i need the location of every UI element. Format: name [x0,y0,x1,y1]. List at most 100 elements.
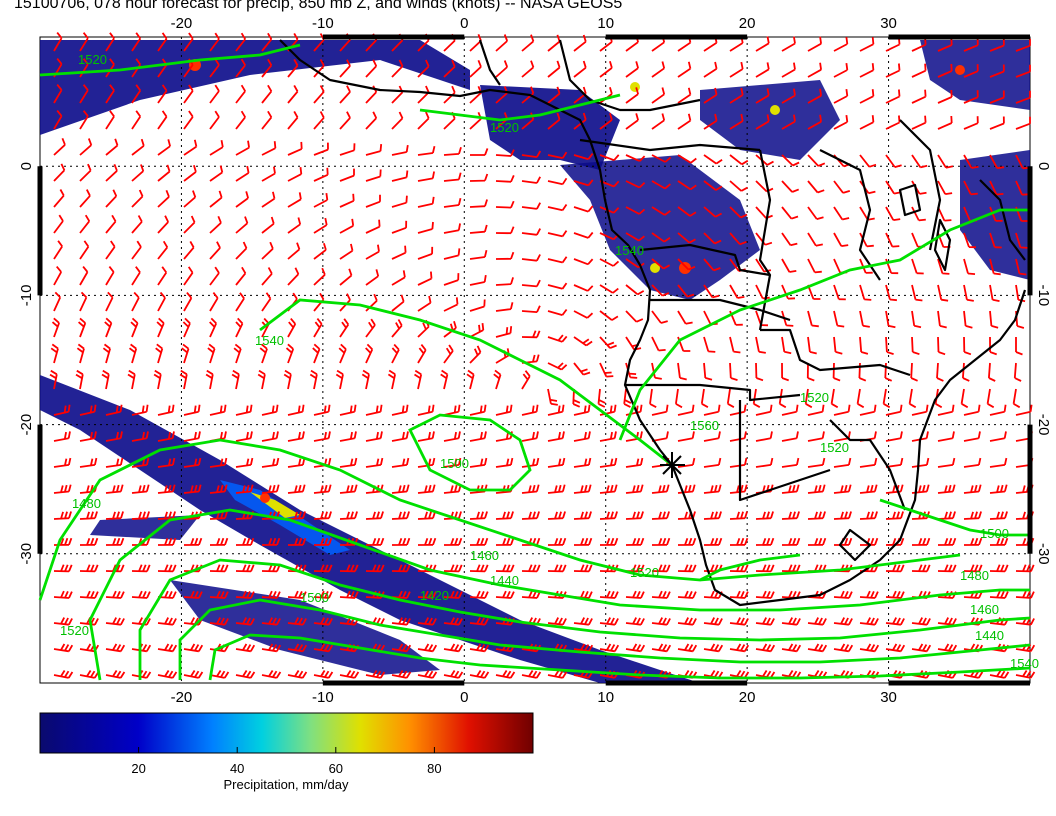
wind-barb [651,61,666,78]
wind-barb [937,431,955,442]
wind-barb [105,484,124,494]
colorbar-tick-label: 40 [230,761,244,776]
wind-barb [807,180,825,194]
wind-barb [989,180,1004,196]
wind-barb [183,266,194,286]
lat-tick-label: -20 [1035,414,1052,436]
wind-barb [807,336,817,355]
wind-barb [651,113,666,130]
wind-barb [885,511,904,520]
wind-barb [339,617,359,626]
wind-barb [677,87,692,104]
wind-barb [599,511,618,520]
wind-barb [261,643,282,653]
wind-barb [365,537,385,546]
wind-barb [547,177,568,186]
wind-barb [885,284,897,302]
wind-barb [493,369,502,390]
wind-barb [105,457,124,468]
wind-barb [573,153,594,161]
wind-barb [313,670,334,679]
wind-barb [105,84,115,104]
wind-barb [1015,337,1023,356]
wind-barb [651,617,671,626]
wind-barb [521,34,535,52]
wind-barb [417,457,436,468]
wind-barb [105,537,125,546]
lat-tick-label: -10 [1035,285,1052,307]
wind-barb [937,564,957,573]
wind-barb [521,176,541,184]
wind-barb [105,643,126,653]
wind-barb [963,116,979,130]
wind-barb [963,590,983,599]
wind-barb [391,195,408,208]
wind-barb [313,617,333,626]
wind-barb [625,310,644,323]
wind-barb [261,141,277,156]
wind-barb [131,590,151,599]
wind-barb [182,317,191,338]
wind-barb [183,240,195,260]
wind-barb [651,180,671,190]
wind-barb [937,537,957,546]
wind-barb [781,362,790,382]
wind-barb [495,590,515,599]
wind-barb [703,232,722,245]
wind-barb [729,643,750,653]
contour-label: 1520 [78,52,107,67]
wind-barb [781,590,801,599]
wind-barb [937,484,956,494]
wind-barb [261,537,281,546]
wind-barb [495,60,509,78]
wind-barb [703,431,721,442]
wind-barb [677,258,696,271]
wind-barb [313,242,327,260]
lon-tick-label: -10 [312,689,334,706]
wind-barb [261,670,282,679]
wind-barb [49,369,58,390]
wind-barb [53,643,74,653]
wind-barb [339,168,355,182]
wind-barb [833,484,852,494]
wind-barb [417,221,434,234]
contour-line [38,438,961,601]
wind-barb [573,205,594,213]
wind-barb [599,284,619,294]
wind-barb [937,617,957,626]
wind-barb [521,305,541,313]
wind-barb [53,670,74,679]
wind-barb [339,511,358,520]
wind-barb [466,369,475,390]
wind-barb [911,63,927,78]
contour-label: 1520 [800,390,829,405]
wind-barb [495,457,514,468]
wind-barb [79,291,88,312]
wind-barb [989,38,1005,52]
wind-barb [859,284,872,301]
wind-barb [391,220,408,234]
wind-barb [365,457,384,468]
wind-barb [703,258,721,272]
wind-barb [885,154,902,168]
wind-barb [261,241,274,260]
wind-barb [521,590,541,599]
wind-barb [105,590,125,599]
wind-barb [703,180,723,191]
wind-barb [729,154,749,166]
wind-barb [417,344,427,364]
wind-barb [677,284,695,298]
wind-barb [988,362,996,382]
contour-label: 1420 [420,588,449,603]
wind-barb [859,336,869,355]
wind-barb [309,369,318,390]
wind-barb [313,111,325,130]
precip-core [955,65,965,75]
wind-barb [989,590,1009,599]
wind-barb [391,404,409,416]
wind-barb [261,166,276,182]
wind-barb [339,218,355,234]
wind-barb [235,110,246,130]
wind-barb [157,240,169,260]
wind-barb [599,112,613,130]
